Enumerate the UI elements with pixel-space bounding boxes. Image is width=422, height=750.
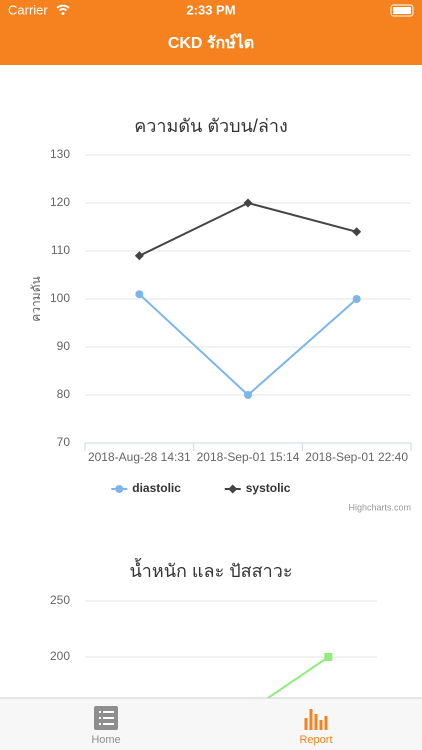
tab-bar — [0, 698, 422, 750]
report-icon — [304, 709, 328, 730]
point — [135, 290, 144, 299]
y-tick-label: 200 — [50, 649, 70, 663]
point — [352, 227, 362, 237]
point — [243, 198, 253, 208]
clock: 2:33 PM — [186, 2, 235, 17]
y-tick-label: 120 — [50, 195, 70, 209]
y-tick-label: 130 — [50, 147, 70, 161]
series-line — [266, 656, 329, 698]
chart-title: ความดัน ตัวบน/ล่าง — [134, 116, 288, 136]
wifi-icon — [56, 4, 70, 12]
point — [134, 251, 144, 261]
report-content: ความดัน ตัวบน/ล่าง 70 80 90 100 110 120 130 ความ… — [0, 65, 422, 698]
x-tick-label: 2018-Sep-01 22:40 — [305, 450, 408, 464]
y-tick-label: 100 — [50, 291, 70, 305]
y-tick-label: 90 — [57, 339, 71, 353]
tab-report[interactable]: Report — [299, 709, 333, 746]
home-icon-lines — [99, 711, 114, 725]
tab-home[interactable]: Home — [91, 706, 121, 746]
tab-label: Report — [299, 734, 332, 746]
y-tick-label: 80 — [57, 387, 71, 401]
battery-level — [393, 7, 411, 14]
y-tick-label: 250 — [50, 593, 70, 607]
point — [244, 391, 252, 399]
chart-title: น้ำหนัก และ ปัสสาวะ — [129, 558, 292, 581]
point — [324, 653, 333, 661]
y-tick-label: 110 — [51, 243, 70, 257]
x-tick-label: 2018-Sep-01 15:14 — [197, 450, 300, 464]
content-bg — [0, 65, 422, 698]
x-tick-label: 2018-Aug-28 14:31 — [88, 450, 191, 464]
y-tick-label: 70 — [57, 435, 71, 449]
carrier: Carrier — [8, 2, 48, 17]
tab-label: Home — [91, 734, 120, 746]
credits: Highcharts.com — [348, 502, 411, 512]
header-bar — [0, 0, 422, 65]
battery — [390, 4, 414, 17]
point — [228, 484, 238, 494]
point — [115, 485, 124, 493]
y-axis-title: ความดัน — [29, 276, 43, 321]
nav-title: CKD รักษ์ไต — [168, 33, 254, 52]
wifi-dot — [61, 12, 65, 15]
legend-label: diastolic — [132, 481, 181, 495]
point — [352, 295, 361, 303]
legend-label: systolic — [246, 481, 291, 495]
